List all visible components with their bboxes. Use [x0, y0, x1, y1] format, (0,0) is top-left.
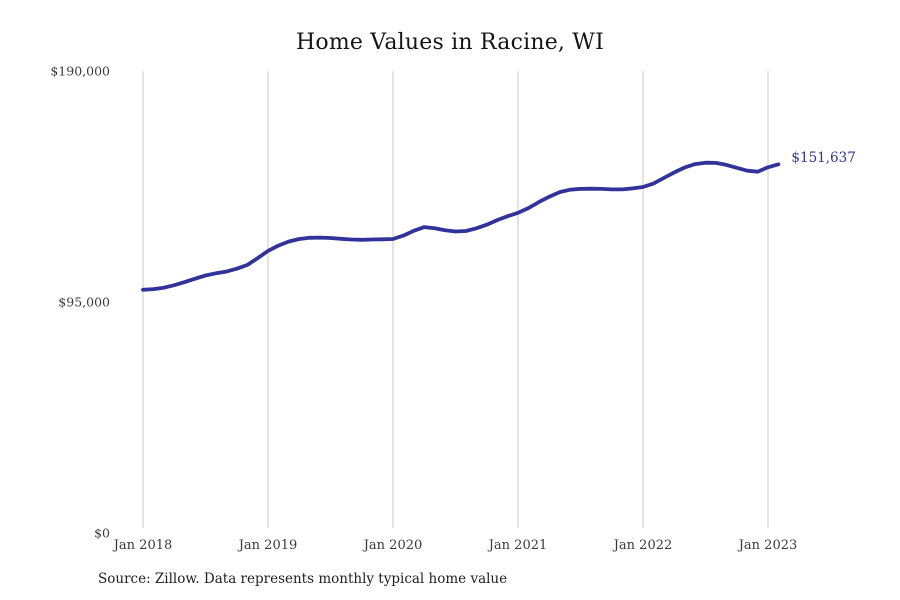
y-axis-tick-label: $190,000 — [50, 63, 110, 79]
home-value-line — [141, 160, 781, 292]
y-axis-tick-label: $0 — [94, 525, 110, 541]
y-axis-tick-label: $95,000 — [58, 294, 110, 310]
source-note: Source: Zillow. Data represents monthly … — [98, 571, 508, 587]
chart-title: Home Values in Racine, WI — [295, 30, 604, 55]
x-axis-tick-label: Jan 2019 — [238, 538, 298, 553]
x-axis-tick-label: Jan 2022 — [613, 538, 673, 553]
x-axis-tick-label: Jan 2020 — [363, 538, 423, 553]
last-value-label: $151,637 — [791, 150, 856, 167]
gridlines-group — [142, 71, 769, 528]
x-axis-tick-label: Jan 2023 — [738, 538, 798, 553]
x-axis-tick-label: Jan 2018 — [113, 538, 173, 553]
x-axis-tick-label: Jan 2021 — [488, 538, 548, 553]
